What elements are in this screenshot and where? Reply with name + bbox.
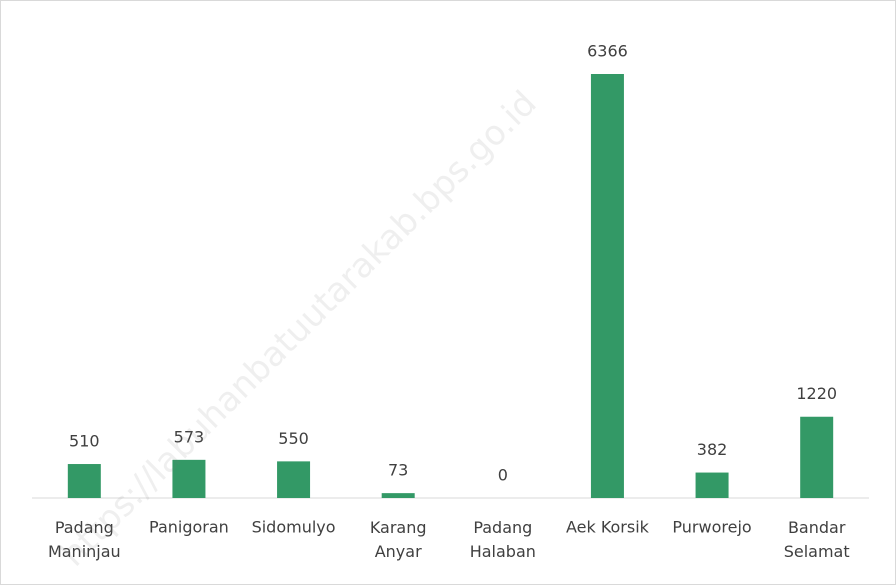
data-label: 510 [69,432,100,451]
data-label: 1220 [796,384,837,403]
bar [800,416,834,498]
bar [381,493,415,498]
x-tick-label: Padang Maninjau [48,518,121,561]
bar [277,461,311,498]
bar [590,74,624,498]
data-label: 550 [278,429,309,448]
bar [67,464,101,498]
x-tick-label: Purworejo [672,518,751,537]
x-tick-label: Padang Halaban [470,518,536,561]
x-tick-label: Panigoran [149,518,229,537]
data-label: 0 [498,466,508,485]
x-tick-label: Karang Anyar [370,518,427,561]
data-label: 73 [388,461,408,480]
data-label: 6366 [587,42,628,61]
x-tick-label: Sidomulyo [252,518,336,537]
x-tick-label: Aek Korsik [566,518,650,537]
data-label: 382 [697,440,728,459]
bar [695,472,729,498]
data-label: 573 [174,427,205,446]
bar [172,459,206,498]
x-tick-label: Bandar Selamat [784,518,850,561]
